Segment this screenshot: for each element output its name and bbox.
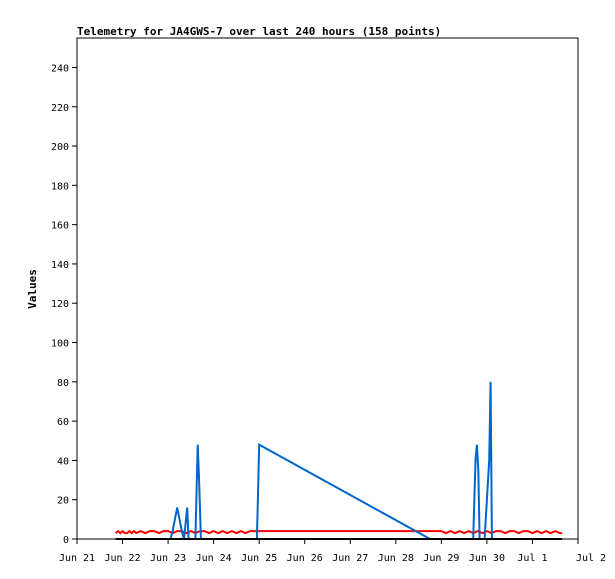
series-line-1	[115, 529, 563, 535]
y-tick-label: 100	[51, 339, 69, 350]
y-axis: 0 20 40 60 80 100 120 140 160 180 200 220 240	[51, 63, 77, 546]
y-tick-label: 120	[51, 299, 69, 310]
y-tick-label: 0	[63, 535, 69, 546]
x-tick-label: Jun 27	[332, 553, 368, 564]
x-tick-label: Jun 21	[59, 553, 95, 564]
x-tick-label: Jun 29	[423, 553, 459, 564]
series-line-2	[169, 381, 493, 540]
x-tick-label: Jun 25	[241, 553, 277, 564]
y-tick-label: 180	[51, 181, 69, 192]
y-tick-label: 200	[51, 142, 69, 153]
y-tick-label: 160	[51, 221, 69, 232]
x-axis: Jun 21 Jun 22 Jun 23 Jun 24 Jun 25 Jun 26 Jun …	[59, 539, 606, 564]
plot-frame	[76, 37, 579, 540]
y-tick-label: 20	[57, 496, 69, 507]
y-tick-label: 60	[57, 417, 69, 428]
x-tick-label: Jun 26	[287, 553, 323, 564]
x-tick-label: Jun 23	[150, 553, 186, 564]
y-axis-label: Values	[26, 269, 39, 309]
x-tick-label: Jun 22	[104, 553, 140, 564]
x-tick-label: Jun 24	[196, 553, 232, 564]
x-tick-label: Jul 1	[517, 553, 547, 564]
x-tick-label: Jul 2	[576, 553, 606, 564]
y-tick-label: 220	[51, 103, 69, 114]
x-tick-label: Jun 28	[378, 553, 414, 564]
y-tick-label: 240	[51, 63, 69, 74]
series-layer	[115, 381, 563, 540]
y-tick-label: 40	[57, 456, 69, 467]
y-tick-label: 140	[51, 260, 69, 271]
chart-title: Telemetry for JA4GWS-7 over last 240 hou…	[77, 25, 441, 38]
x-tick-label: Jun 30	[469, 553, 505, 564]
y-tick-label: 80	[57, 378, 69, 389]
